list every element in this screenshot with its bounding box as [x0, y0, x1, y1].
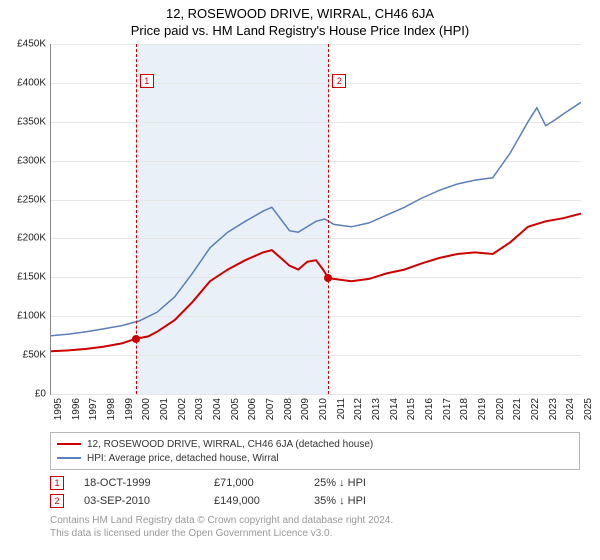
y-tick-label: £200K: [17, 233, 46, 244]
x-tick-label: 2014: [389, 398, 400, 420]
sale-dot-icon: [324, 274, 332, 282]
x-tick-label: 2013: [371, 398, 382, 420]
x-tick-label: 2019: [477, 398, 488, 420]
sale-marker-icon: 2: [50, 494, 64, 508]
legend-item: HPI: Average price, detached house, Wirr…: [57, 451, 573, 465]
x-tick-label: 2008: [283, 398, 294, 420]
x-tick-label: 2004: [212, 398, 223, 420]
chart-subtitle: Price paid vs. HM Land Registry's House …: [0, 21, 600, 38]
legend-swatch: [57, 457, 81, 459]
x-tick-label: 2021: [512, 398, 523, 420]
legend-swatch: [57, 443, 81, 445]
legend-label: 12, ROSEWOOD DRIVE, WIRRAL, CH46 6JA (de…: [87, 439, 373, 450]
sale-price: £71,000: [214, 477, 294, 489]
sale-dot-icon: [132, 335, 140, 343]
legend-label: HPI: Average price, detached house, Wirr…: [87, 453, 279, 464]
x-tick-label: 2011: [336, 398, 347, 420]
x-tick-label: 1998: [106, 398, 117, 420]
x-tick-label: 1996: [71, 398, 82, 420]
sale-price: £149,000: [214, 495, 294, 507]
x-tick-label: 2003: [194, 398, 205, 420]
x-tick-label: 2012: [353, 398, 364, 420]
y-tick-label: £0: [35, 389, 46, 400]
sale-marker-label: 1: [140, 74, 154, 88]
sales-table: 1 18-OCT-1999 £71,000 25% ↓ HPI 2 03-SEP…: [50, 474, 580, 510]
y-tick-label: £150K: [17, 272, 46, 283]
x-tick-label: 2018: [459, 398, 470, 420]
x-tick-label: 2006: [247, 398, 258, 420]
legend: 12, ROSEWOOD DRIVE, WIRRAL, CH46 6JA (de…: [50, 432, 580, 470]
y-tick-label: £350K: [17, 116, 46, 127]
footer-line: Contains HM Land Registry data © Crown c…: [50, 514, 580, 527]
x-tick-label: 2000: [141, 398, 152, 420]
y-tick-label: £450K: [17, 39, 46, 50]
x-tick-label: 1997: [88, 398, 99, 420]
x-tick-label: 1995: [53, 398, 64, 420]
x-tick-label: 2017: [442, 398, 453, 420]
x-tick-label: 2009: [300, 398, 311, 420]
sale-hpi-delta: 25% ↓ HPI: [314, 477, 404, 489]
x-tick-label: 2016: [424, 398, 435, 420]
chart-title-address: 12, ROSEWOOD DRIVE, WIRRAL, CH46 6JA: [0, 0, 600, 21]
x-tick-label: 2023: [548, 398, 559, 420]
chart-area: 12 £0£50K£100K£150K£200K£250K£300K£350K£…: [50, 44, 580, 394]
shaded-sale-period: [136, 44, 329, 394]
legend-item: 12, ROSEWOOD DRIVE, WIRRAL, CH46 6JA (de…: [57, 437, 573, 451]
footer-line: This data is licensed under the Open Gov…: [50, 527, 580, 540]
x-tick-label: 2005: [230, 398, 241, 420]
x-tick-label: 2025: [583, 398, 594, 420]
sale-date: 03-SEP-2010: [84, 495, 194, 507]
footer-attribution: Contains HM Land Registry data © Crown c…: [50, 514, 580, 540]
sale-row: 2 03-SEP-2010 £149,000 35% ↓ HPI: [50, 492, 580, 510]
x-tick-label: 2002: [177, 398, 188, 420]
x-tick-label: 2024: [565, 398, 576, 420]
x-tick-label: 2015: [406, 398, 417, 420]
x-tick-label: 2020: [495, 398, 506, 420]
y-tick-label: £300K: [17, 155, 46, 166]
x-tick-label: 2007: [265, 398, 276, 420]
y-tick-label: £50K: [23, 350, 46, 361]
sale-marker-icon: 1: [50, 476, 64, 490]
sale-hpi-delta: 35% ↓ HPI: [314, 495, 404, 507]
y-tick-label: £250K: [17, 194, 46, 205]
x-tick-label: 1999: [124, 398, 135, 420]
y-tick-label: £100K: [17, 311, 46, 322]
x-tick-label: 2022: [530, 398, 541, 420]
chart-plot: 12: [50, 44, 581, 395]
x-tick-label: 2001: [159, 398, 170, 420]
sale-date: 18-OCT-1999: [84, 477, 194, 489]
y-tick-label: £400K: [17, 77, 46, 88]
sale-marker-label: 2: [332, 74, 346, 88]
x-tick-label: 2010: [318, 398, 329, 420]
sale-row: 1 18-OCT-1999 £71,000 25% ↓ HPI: [50, 474, 580, 492]
